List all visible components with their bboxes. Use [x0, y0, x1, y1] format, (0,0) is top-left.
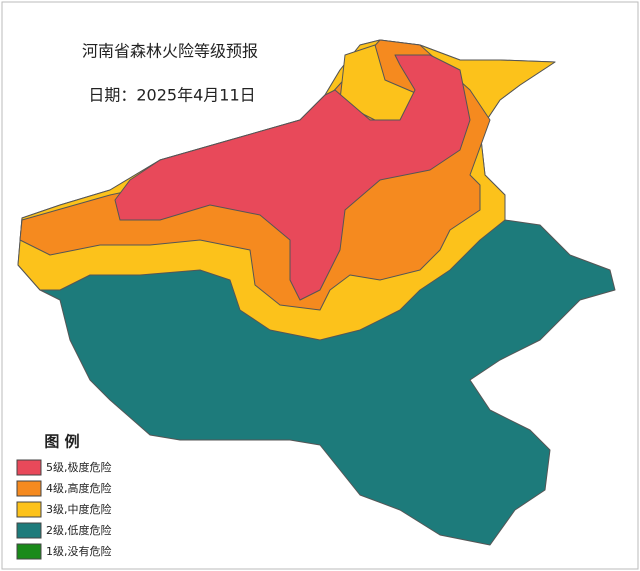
legend-swatch	[16, 480, 42, 497]
legend-swatch	[16, 501, 42, 518]
legend-swatch	[16, 522, 42, 539]
legend-label: 3级,中度危险	[46, 502, 112, 516]
zone-level5	[114, 54, 471, 301]
legend-label: 1级,没有危险	[46, 544, 112, 558]
legend-label: 4级,高度危险	[46, 481, 112, 495]
legend-label: 2级,低度危险	[46, 523, 112, 537]
legend-swatch	[16, 543, 42, 560]
map-title: 河南省森林火险等级预报	[82, 42, 258, 61]
legend-title: 图 例	[44, 433, 79, 451]
legend-swatch	[16, 459, 42, 476]
legend-label: 5级,极度危险	[46, 460, 112, 474]
map-date: 日期：2025年4月11日	[88, 86, 255, 105]
